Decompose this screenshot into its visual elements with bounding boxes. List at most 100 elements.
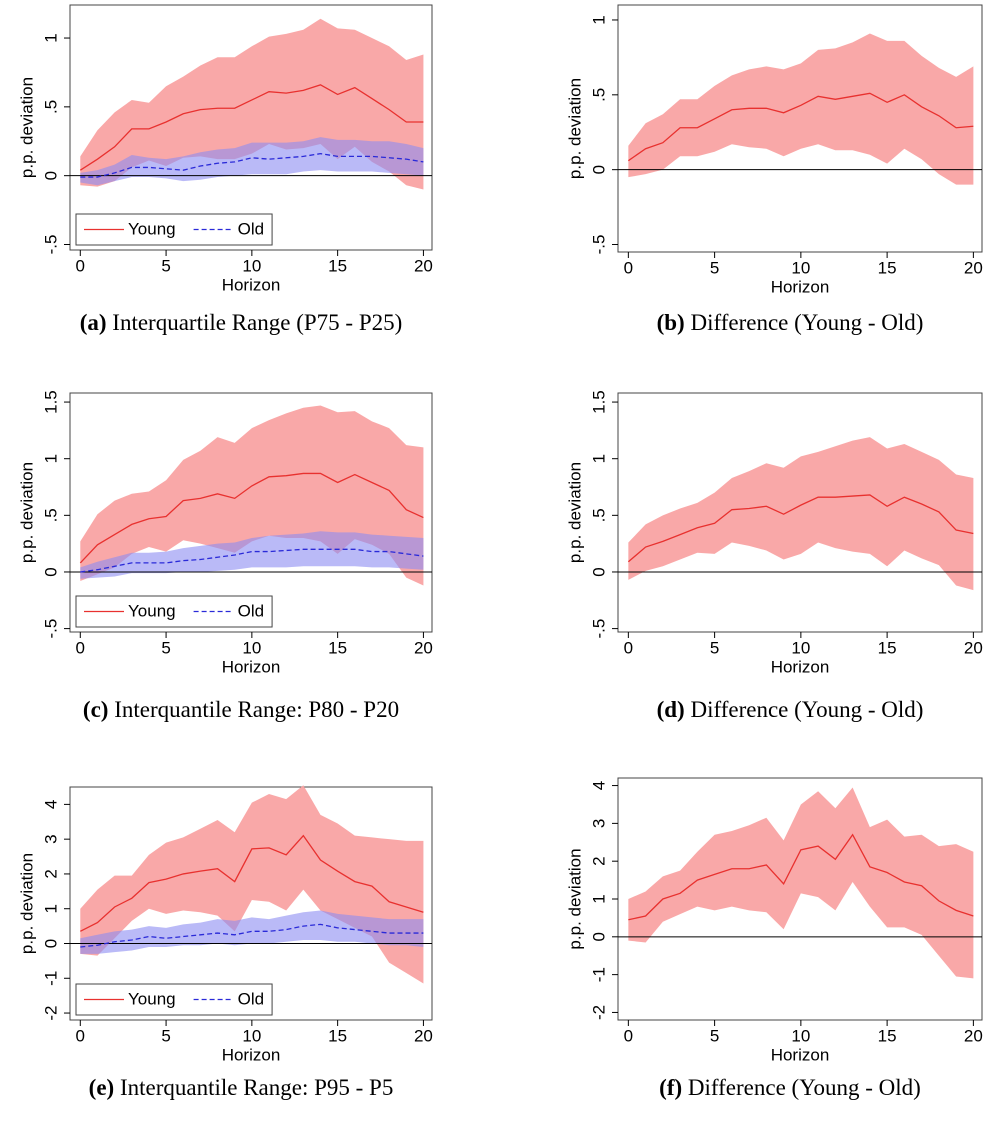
y-axis-label: p.p. deviation (565, 848, 584, 949)
x-tick-label: 20 (964, 258, 983, 277)
y-tick-label: 0 (589, 567, 608, 576)
caption: (e) Interquantile Range: P95 - P5 (89, 1075, 394, 1100)
panel: -.5 0 .5 1 1.5 p.p. deviation 0 5 10 15 20 Horizon Y… (17, 390, 432, 722)
series-line (79, 834, 424, 932)
x-tick-label: 0 (624, 638, 633, 657)
y-tick-label: .5 (589, 508, 608, 522)
x-tick-label: 0 (76, 638, 85, 657)
y-tick-label: -1 (589, 967, 608, 982)
x-tick-label: 5 (161, 1026, 170, 1045)
y-tick-label: -.5 (589, 619, 608, 639)
y-tick-label: 2 (589, 856, 608, 865)
confidence-band (80, 137, 424, 186)
y-tick-label: 0 (589, 165, 608, 174)
y-tick-label: 1 (589, 15, 608, 24)
caption-text: Difference (Young - Old) (690, 310, 923, 335)
x-tick-label: 15 (328, 1026, 347, 1045)
caption-text: Difference (Young - Old) (690, 697, 923, 722)
x-tick-label: 15 (878, 638, 897, 657)
y-tick-label: 3 (41, 834, 60, 843)
x-axis-label: Horizon (222, 1045, 281, 1064)
y-tick-label: -.5 (41, 619, 60, 639)
legend-label: Old (238, 219, 264, 238)
caption-text: Interquantile Range: P95 - P5 (120, 1075, 393, 1100)
x-tick-label: 0 (76, 256, 85, 275)
caption: (b) Difference (Young - Old) (657, 310, 924, 335)
series-line (627, 494, 974, 563)
panel: -.5 0 .5 1 p.p. deviation 0 5 10 15 20 Horizon (b) … (565, 4, 983, 335)
y-tick-label: 2 (41, 869, 60, 878)
series-line (80, 152, 424, 178)
confidence-band (628, 33, 974, 185)
caption: (c) Interquantile Range: P80 - P20 (83, 697, 399, 722)
y-tick-label: 0 (41, 567, 60, 576)
y-tick-label: .5 (41, 508, 60, 522)
x-tick-label: 10 (242, 638, 261, 657)
legend: Young Old (75, 595, 273, 628)
y-axis-label: p.p. deviation (17, 853, 36, 954)
panel: -.5 0 .5 1 p.p. deviation 0 5 10 15 20 Horizon Youn… (17, 4, 433, 335)
x-tick-label: 15 (328, 638, 347, 657)
caption-label: (d) (657, 697, 685, 722)
y-tick-label: 1 (41, 33, 60, 42)
x-tick-label: 10 (242, 1026, 261, 1045)
y-axis-label: p.p. deviation (17, 77, 36, 178)
legend-label: Young (128, 989, 176, 1008)
legend: Young Old (75, 213, 273, 246)
x-tick-label: 0 (624, 1026, 633, 1045)
x-axis-label: Horizon (771, 277, 830, 296)
caption-label: (b) (657, 310, 685, 335)
plot-frame (69, 786, 433, 1021)
x-tick-label: 10 (791, 1026, 810, 1045)
x-tick-label: 5 (161, 638, 170, 657)
panel: -2 -1 0 1 2 3 4 p.p. deviation 0 5 10 15 20 Horizon (f… (565, 777, 983, 1100)
caption-text: Interquartile Range (P75 - P25) (112, 310, 402, 335)
plot-frame (69, 392, 433, 633)
y-tick-label: 1.5 (41, 390, 60, 414)
caption: (f) Difference (Young - Old) (659, 1075, 921, 1100)
panel: -.5 0 .5 1 1.5 p.p. deviation 0 5 10 15 20 Horizon (… (565, 390, 982, 722)
confidence-band (628, 787, 974, 979)
x-tick-label: 20 (414, 638, 433, 657)
x-tick-label: 10 (791, 258, 810, 277)
series-line (628, 833, 974, 921)
x-axis-label: Horizon (222, 275, 281, 294)
x-axis-label: Horizon (222, 657, 281, 676)
x-tick-label: 5 (161, 256, 170, 275)
y-tick-label: 0 (41, 171, 60, 180)
y-tick-label: -.5 (41, 235, 60, 255)
x-tick-label: 0 (76, 1026, 85, 1045)
y-tick-label: 1 (589, 894, 608, 903)
x-tick-label: 10 (242, 256, 261, 275)
y-tick-label: 0 (589, 932, 608, 941)
caption-label: (e) (89, 1075, 115, 1100)
x-tick-label: 20 (414, 256, 433, 275)
x-tick-label: 20 (964, 1026, 983, 1045)
caption-label: (f) (659, 1075, 682, 1100)
y-tick-label: 1 (589, 454, 608, 463)
caption-label: (c) (83, 697, 109, 722)
y-tick-label: 1 (41, 904, 60, 913)
legend-label: Old (238, 601, 264, 620)
y-tick-label: 1 (41, 454, 60, 463)
x-tick-label: 15 (328, 256, 347, 275)
series-line (79, 84, 424, 171)
legend-label: Young (128, 601, 176, 620)
caption-text: Difference (Young - Old) (688, 1075, 921, 1100)
y-axis-label: p.p. deviation (17, 462, 36, 563)
x-tick-label: 20 (964, 638, 983, 657)
plot-frame (69, 4, 433, 251)
y-tick-label: -.5 (589, 235, 608, 255)
y-tick-label: .5 (41, 100, 60, 114)
series-line (80, 548, 424, 573)
confidence-band (80, 531, 424, 579)
series-line (627, 92, 974, 162)
legend: Young Old (75, 983, 273, 1016)
x-tick-label: 0 (624, 258, 633, 277)
series-line (80, 923, 424, 948)
legend-label: Young (128, 219, 176, 238)
caption-label: (a) (80, 310, 107, 335)
caption: (a) Interquartile Range (P75 - P25) (80, 310, 403, 335)
x-tick-label: 5 (710, 258, 719, 277)
